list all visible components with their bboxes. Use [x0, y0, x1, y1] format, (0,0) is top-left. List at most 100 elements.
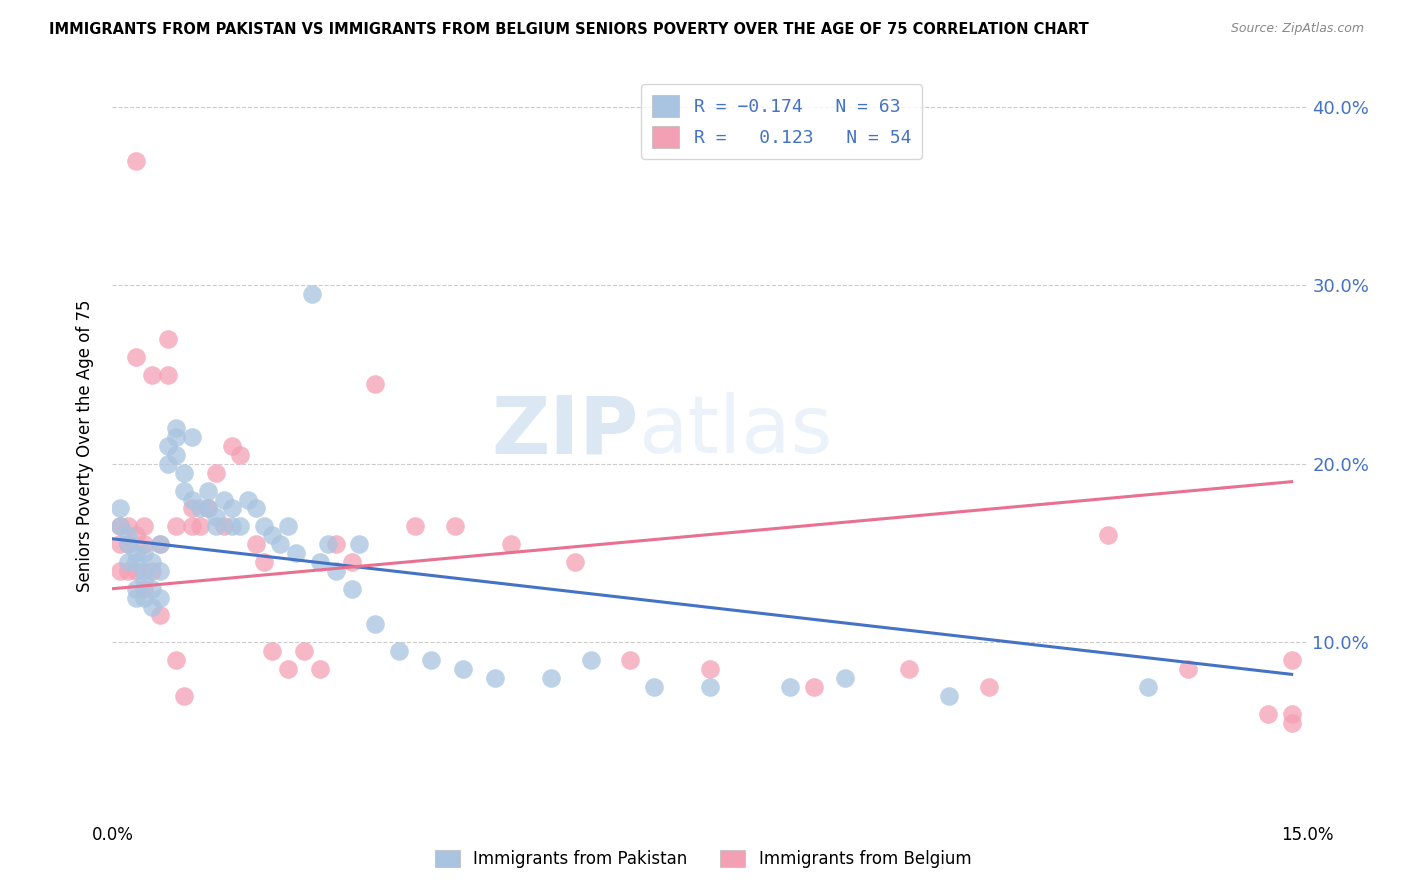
Point: [117, 519, 139, 533]
Point: [157, 439, 180, 453]
Point: [643, 680, 665, 694]
Point: [221, 501, 243, 516]
Point: [1281, 715, 1303, 730]
Point: [260, 644, 283, 658]
Point: [253, 519, 276, 533]
Point: [340, 582, 363, 596]
Point: [245, 501, 267, 516]
Point: [325, 564, 347, 578]
Point: [188, 519, 211, 533]
Point: [579, 653, 602, 667]
Point: [165, 519, 187, 533]
Point: [134, 537, 156, 551]
Point: [284, 546, 307, 560]
Point: [165, 421, 187, 435]
Point: [134, 546, 156, 560]
Point: [803, 680, 825, 694]
Point: [245, 537, 267, 551]
Point: [364, 617, 387, 632]
Point: [404, 519, 426, 533]
Point: [212, 492, 235, 507]
Point: [110, 537, 132, 551]
Point: [898, 662, 921, 676]
Point: [125, 528, 148, 542]
Point: [165, 430, 187, 444]
Point: [197, 501, 219, 516]
Point: [141, 599, 163, 614]
Point: [316, 537, 339, 551]
Point: [181, 430, 204, 444]
Point: [364, 376, 387, 391]
Point: [117, 564, 139, 578]
Point: [236, 492, 259, 507]
Point: [834, 671, 856, 685]
Point: [197, 501, 219, 516]
Point: [977, 680, 1000, 694]
Point: [117, 555, 139, 569]
Point: [1281, 706, 1303, 721]
Point: [420, 653, 443, 667]
Point: [141, 368, 163, 382]
Legend: R = −0.174   N = 63, R =   0.123   N = 54: R = −0.174 N = 63, R = 0.123 N = 54: [641, 84, 922, 159]
Point: [699, 680, 721, 694]
Point: [253, 555, 276, 569]
Point: [499, 537, 522, 551]
Text: Source: ZipAtlas.com: Source: ZipAtlas.com: [1230, 22, 1364, 36]
Point: [157, 332, 180, 346]
Point: [340, 555, 363, 569]
Point: [173, 483, 195, 498]
Point: [134, 591, 156, 605]
Point: [125, 555, 148, 569]
Point: [1097, 528, 1119, 542]
Point: [1281, 653, 1303, 667]
Point: [134, 582, 156, 596]
Point: [277, 662, 299, 676]
Point: [157, 457, 180, 471]
Point: [349, 537, 371, 551]
Point: [388, 644, 411, 658]
Point: [149, 537, 172, 551]
Legend: Immigrants from Pakistan, Immigrants from Belgium: Immigrants from Pakistan, Immigrants fro…: [427, 843, 979, 875]
Point: [221, 519, 243, 533]
Point: [229, 448, 252, 462]
Point: [484, 671, 506, 685]
Point: [157, 368, 180, 382]
Point: [149, 564, 172, 578]
Point: [188, 501, 211, 516]
Point: [451, 662, 474, 676]
Point: [117, 528, 139, 542]
Point: [125, 582, 148, 596]
Text: ZIP: ZIP: [491, 392, 638, 470]
Point: [110, 564, 132, 578]
Y-axis label: Seniors Poverty Over the Age of 75: Seniors Poverty Over the Age of 75: [76, 300, 94, 592]
Text: atlas: atlas: [638, 392, 832, 470]
Point: [779, 680, 801, 694]
Point: [125, 564, 148, 578]
Point: [325, 537, 347, 551]
Point: [277, 519, 299, 533]
Point: [221, 439, 243, 453]
Point: [619, 653, 641, 667]
Point: [181, 492, 204, 507]
Point: [149, 537, 172, 551]
Point: [149, 591, 172, 605]
Point: [117, 537, 139, 551]
Point: [205, 519, 228, 533]
Point: [1137, 680, 1160, 694]
Point: [134, 564, 156, 578]
Point: [938, 689, 960, 703]
Point: [540, 671, 562, 685]
Point: [301, 287, 323, 301]
Point: [110, 519, 132, 533]
Point: [125, 350, 148, 364]
Point: [260, 528, 283, 542]
Point: [292, 644, 315, 658]
Point: [699, 662, 721, 676]
Point: [173, 689, 195, 703]
Point: [269, 537, 291, 551]
Point: [564, 555, 586, 569]
Point: [110, 519, 132, 533]
Point: [1257, 706, 1279, 721]
Text: IMMIGRANTS FROM PAKISTAN VS IMMIGRANTS FROM BELGIUM SENIORS POVERTY OVER THE AGE: IMMIGRANTS FROM PAKISTAN VS IMMIGRANTS F…: [49, 22, 1090, 37]
Point: [110, 501, 132, 516]
